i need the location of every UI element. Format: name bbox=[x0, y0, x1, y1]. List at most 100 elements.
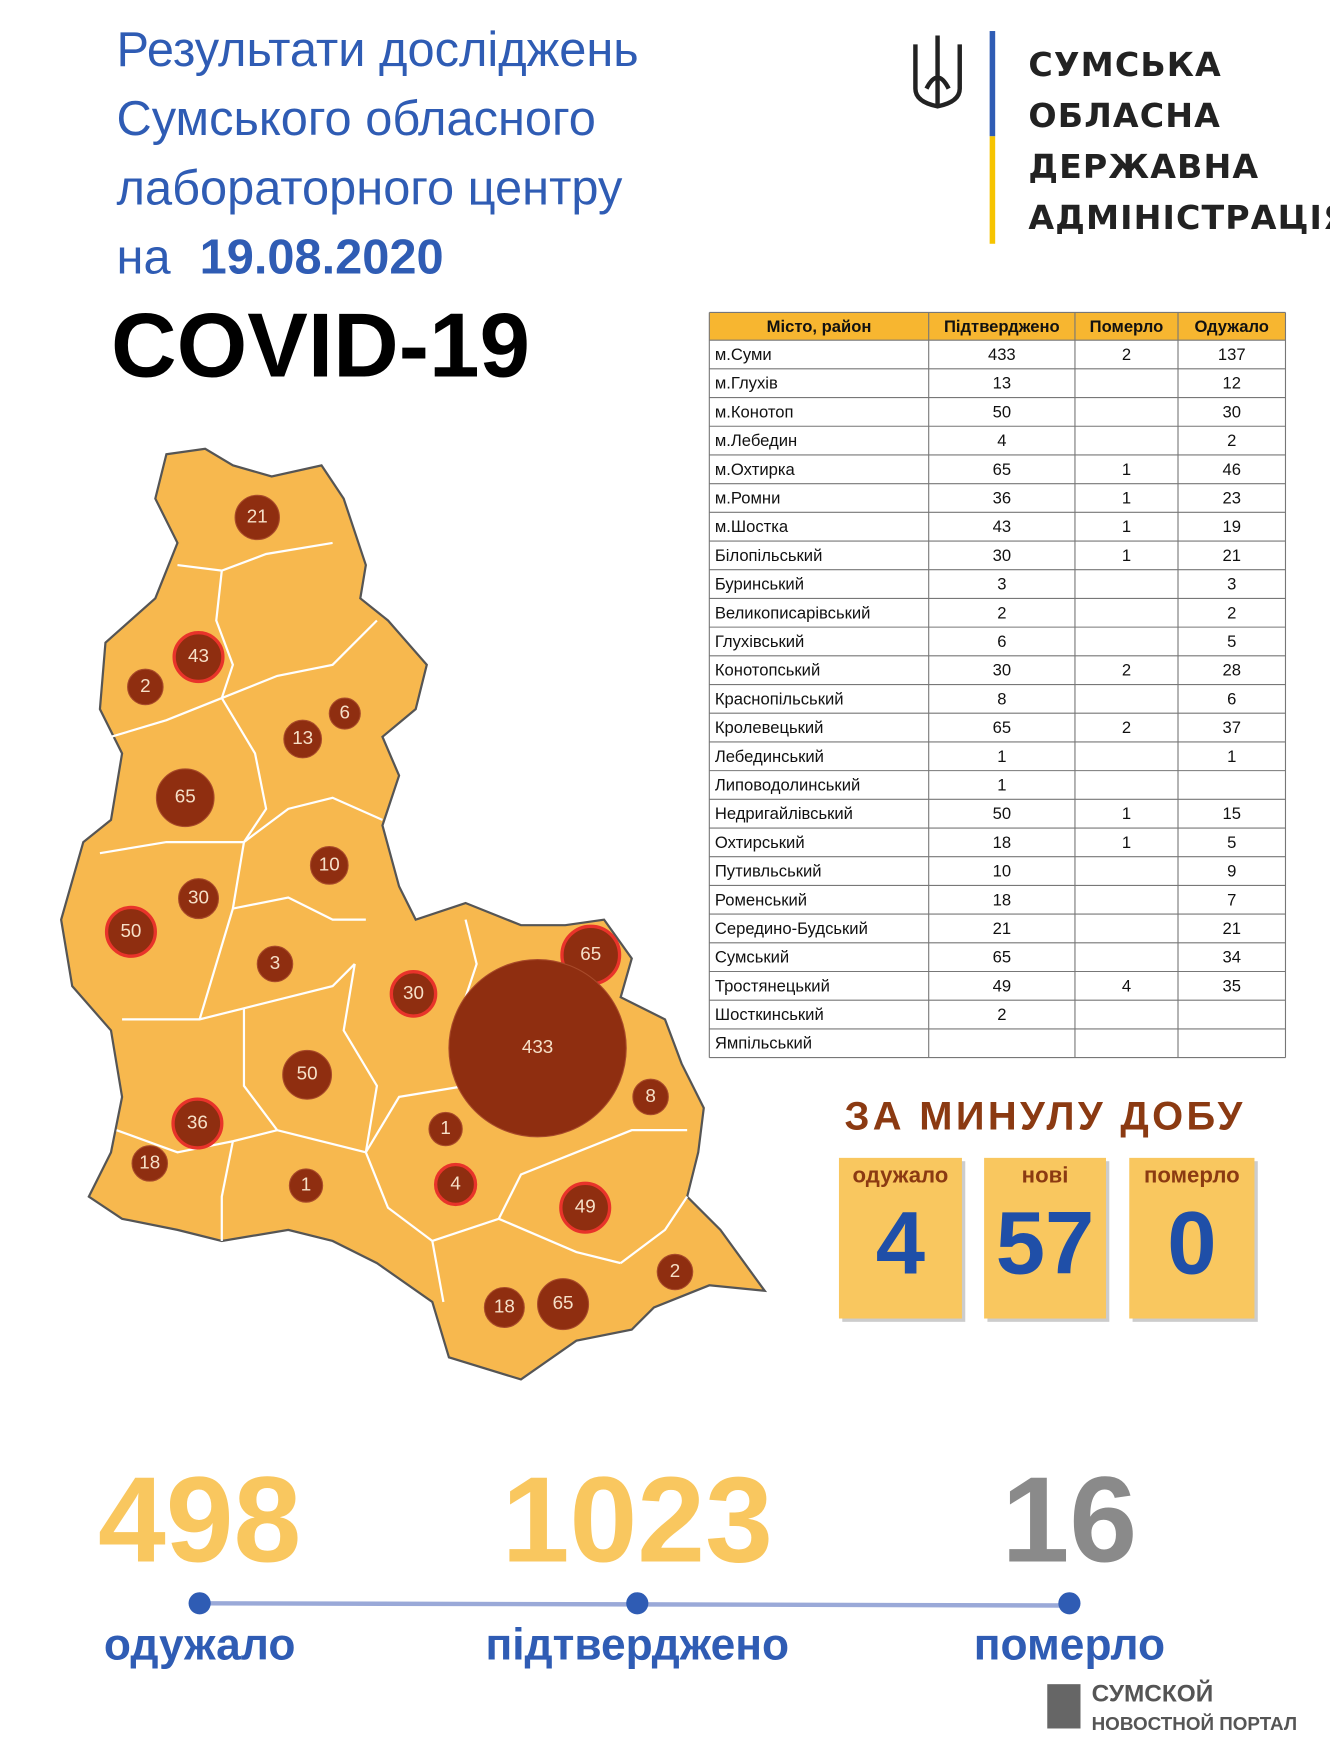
table-cell: 6 bbox=[1227, 689, 1236, 708]
daily-label: померло bbox=[1144, 1163, 1240, 1188]
table-row-name: м.Охтирка bbox=[715, 460, 796, 479]
map-bubble-label: 18 bbox=[494, 1295, 515, 1316]
table-header-cell: Одужало bbox=[1195, 317, 1269, 336]
table-cell: 2 bbox=[1227, 431, 1236, 450]
map-bubble-label: 49 bbox=[575, 1196, 596, 1217]
map-bubble-label: 30 bbox=[188, 887, 209, 908]
daily-box bbox=[1129, 1157, 1255, 1319]
table-cell: 1 bbox=[1122, 517, 1131, 536]
table-cell: 3 bbox=[1227, 575, 1236, 594]
map-bubble bbox=[309, 845, 349, 885]
map-bubble bbox=[256, 945, 294, 983]
total-value: 498 bbox=[98, 1451, 301, 1587]
table-header-bg bbox=[709, 312, 1286, 341]
table-cell: 2 bbox=[1122, 718, 1131, 737]
map-bubble-label: 10 bbox=[319, 853, 340, 874]
table-cell: 21 bbox=[1223, 919, 1241, 938]
table-cell: 4 bbox=[1122, 976, 1131, 995]
total-value: 1023 bbox=[502, 1451, 773, 1587]
table-cell: 1 bbox=[997, 747, 1006, 766]
table-cell: 15 bbox=[1223, 804, 1241, 823]
table-cell: 2 bbox=[1122, 345, 1131, 364]
map-bubble bbox=[428, 1111, 463, 1147]
timeline-dot bbox=[626, 1592, 649, 1615]
table-row-name: Білопільський bbox=[715, 546, 823, 565]
map-bubble bbox=[283, 719, 323, 759]
table-cell: 1 bbox=[1122, 804, 1131, 823]
title-line: Результати досліджень bbox=[117, 23, 639, 77]
map-bubble-label: 6 bbox=[340, 702, 350, 723]
table-header-cell: Місто, район bbox=[767, 317, 872, 336]
table-cell: 7 bbox=[1227, 890, 1236, 909]
map-bubble bbox=[537, 1278, 590, 1331]
table-row-name: Роменський bbox=[715, 890, 807, 909]
map-bubble-label: 1 bbox=[301, 1174, 311, 1195]
table-cell: 36 bbox=[993, 488, 1011, 507]
table-cell: 21 bbox=[993, 919, 1011, 938]
oblast-map: 21 43 2 13 6 65 10 30 50 3 30 65 433 50 8 36 1 18 1 4 49 2 18 6… bbox=[60, 447, 768, 1381]
table-cell: 1 bbox=[1122, 488, 1131, 507]
table-row-name: Охтирський bbox=[715, 833, 805, 852]
table-row-name: Краснопільський bbox=[715, 689, 844, 708]
table-cell: 35 bbox=[1223, 976, 1241, 995]
table-cell: 43 bbox=[993, 517, 1011, 536]
map-bubble bbox=[483, 1286, 525, 1328]
daily-value: 0 bbox=[1167, 1193, 1216, 1292]
table-row-name: Шосткинський bbox=[715, 1005, 824, 1024]
table-cell: 28 bbox=[1223, 661, 1241, 680]
table-cell: 65 bbox=[993, 718, 1011, 737]
map-bubble-label: 13 bbox=[292, 727, 313, 748]
map-bubble bbox=[104, 905, 157, 958]
table-cell: 1 bbox=[1227, 747, 1236, 766]
map-bubble-label: 36 bbox=[187, 1111, 208, 1132]
table-row-name: Сумський bbox=[715, 948, 789, 967]
table-row-name: Кролевецький bbox=[715, 718, 824, 737]
title-prefix: на bbox=[117, 230, 172, 284]
table-cell: 30 bbox=[1223, 402, 1241, 421]
total-label: померло bbox=[974, 1620, 1165, 1669]
district-borders bbox=[99, 541, 689, 1303]
table-header-cell: Підтверджено bbox=[944, 317, 1060, 336]
map-bubble-label: 65 bbox=[553, 1292, 574, 1313]
table-cell: 21 bbox=[1223, 546, 1241, 565]
map-bubble bbox=[433, 1162, 478, 1207]
table-row-name: м.Ромни bbox=[715, 488, 781, 507]
table-row-name: м.Глухів bbox=[715, 374, 778, 393]
daily-label: одужало bbox=[853, 1163, 949, 1188]
logo-bar-blue bbox=[989, 31, 996, 137]
watermark-text: НОВОСТНОЙ ПОРТАЛ bbox=[1092, 1713, 1298, 1734]
table-cell: 3 bbox=[997, 575, 1006, 594]
map-bubble bbox=[178, 878, 220, 920]
daily-box bbox=[838, 1157, 962, 1319]
map-bubble bbox=[131, 1145, 169, 1182]
table-cell: 50 bbox=[993, 804, 1011, 823]
table-cell: 9 bbox=[1227, 862, 1236, 881]
table-row-name: Липоводолинський bbox=[715, 775, 860, 794]
table-cell: 49 bbox=[993, 976, 1011, 995]
table-cell: 2 bbox=[997, 603, 1006, 622]
map-bubble bbox=[282, 1049, 333, 1100]
totals: 498 одужало 1023 підтверджено 16 померло bbox=[98, 1451, 1165, 1669]
table-row-name: м.Суми bbox=[715, 345, 772, 364]
map-bubble bbox=[155, 768, 215, 828]
table-cell: 30 bbox=[993, 661, 1011, 680]
table-cell: 10 bbox=[993, 862, 1011, 881]
map-bubble-label: 4 bbox=[450, 1172, 460, 1193]
table-row-name: м.Шостка bbox=[715, 517, 789, 536]
table-row-name: Тростянецький bbox=[715, 976, 830, 995]
table-cell: 37 bbox=[1223, 718, 1241, 737]
map-bubble-label: 3 bbox=[270, 952, 280, 973]
map-bubble-label: 433 bbox=[522, 1036, 553, 1057]
daily-value: 57 bbox=[996, 1193, 1095, 1292]
table-cell: 23 bbox=[1223, 488, 1241, 507]
map-bubble bbox=[234, 494, 280, 541]
table-cell: 18 bbox=[993, 833, 1011, 852]
map-bubble bbox=[172, 631, 225, 684]
timeline-dot bbox=[188, 1592, 211, 1615]
table-header-cell: Померло bbox=[1090, 317, 1164, 336]
table-cell: 5 bbox=[1227, 632, 1236, 651]
table-cell: 19 bbox=[1223, 517, 1241, 536]
map-bubble bbox=[632, 1078, 669, 1116]
table-cell: 18 bbox=[993, 890, 1011, 909]
